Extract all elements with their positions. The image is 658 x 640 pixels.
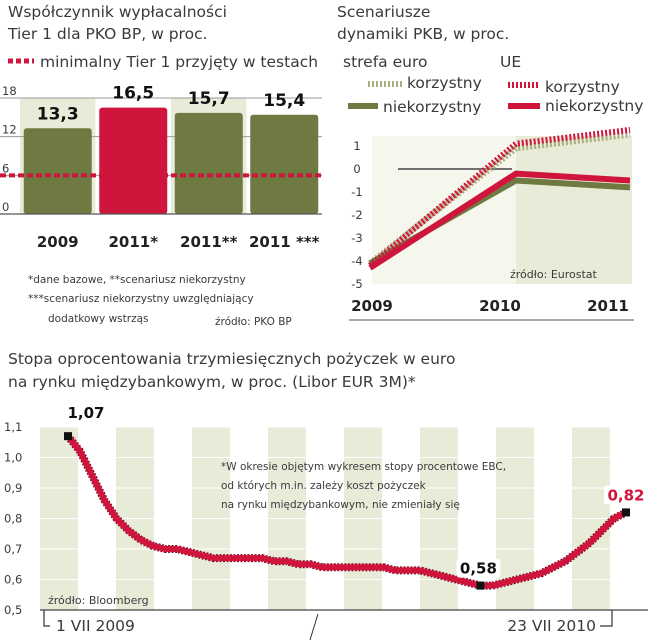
libor-source: źródło: Bloomberg — [48, 594, 149, 607]
gdp-ytick-label: -2 — [351, 208, 362, 222]
gdp-ytick-label: 0 — [353, 162, 360, 176]
libor-ytick-label: 0,5 — [4, 603, 22, 617]
libor-x-start-label: 1 VII 2009 — [56, 617, 135, 635]
libor-ytick-label: 1,0 — [4, 451, 22, 465]
tier1-category-label: 2011** — [180, 233, 238, 251]
tier1-ytick-label: 0 — [2, 200, 9, 214]
tier1-value-label: 15,7 — [188, 89, 230, 109]
legend-euro-favorable-label: korzystny — [407, 74, 482, 92]
tier1-bar — [174, 112, 243, 214]
gdp-series-line — [368, 131, 631, 266]
legend-euro-favorable-swatch — [366, 81, 402, 87]
tier1-plot: 0 6 12 18 13,3 2009 16,5 2011* 15,7 2011** 15,4 201… — [0, 84, 322, 251]
libor-label-bg — [64, 403, 108, 423]
tier1-title-line1: Współczynnik wypłacalności — [8, 3, 227, 21]
libor-ytick-label: 0,7 — [4, 542, 22, 556]
x-end-bracket — [600, 610, 613, 627]
libor-x-end-label: 23 VII 2010 — [507, 617, 596, 635]
tier1-footnote-1: *dane bazowe, **scenariusz niekorzystny — [28, 274, 246, 286]
libor-label-bg — [604, 485, 648, 505]
tier1-bar — [23, 128, 92, 214]
libor-title-line2: na rynku międzybankowym, w proc. (Libor … — [8, 373, 416, 391]
libor-value-label: 0,82 — [607, 486, 644, 504]
libor-note-line3: na rynku międzybankowym, nie zmieniały s… — [221, 499, 460, 511]
libor-ytick-label: 1,1 — [4, 420, 22, 434]
legend-euro-adverse-label: niekorzystny — [383, 98, 481, 116]
gdp-ytick-label: -3 — [351, 231, 362, 245]
tier1-bar — [99, 107, 168, 214]
tier1-value-label: 13,3 — [37, 104, 79, 124]
libor-ytick-label: 0,6 — [4, 573, 22, 587]
tier1-title-line2: Tier 1 dla PKO BP, w proc. — [7, 25, 208, 43]
libor-point-marker — [476, 581, 485, 590]
libor-series-line — [65, 434, 628, 589]
legend-group-euro: strefa euro — [343, 53, 427, 71]
gdp-ytick-label: -1 — [351, 185, 362, 199]
libor-plot: 1,1 1,0 0,9 0,8 0,7 0,6 0,5 1,07 0,58 0,82 *W okre… — [4, 403, 648, 640]
gdp-xtick-label: 2011 — [587, 297, 629, 315]
gdp-ytick-label: 1 — [353, 139, 360, 153]
gdp-series-line — [368, 170, 631, 271]
gdp-legend: strefa euro UE korzystny niekorzystny ko… — [343, 53, 643, 116]
tier1-category-label: 2011* — [108, 233, 158, 251]
tier1-footnote-2: ***scenariusz niekorzystny uwzględniając… — [28, 293, 254, 305]
libor-note-line1: *W okresie objętym wykresem stopy procen… — [221, 461, 506, 473]
tier1-ytick-label: 12 — [2, 123, 17, 137]
gdp-plot: 1 0 -1 -2 -3 -4 -5 2009 2010 2011 źródło: Eurostat — [349, 126, 634, 321]
tier1-bar — [250, 114, 319, 214]
gdp-xtick-label: 2010 — [479, 297, 521, 315]
legend-eu-favorable-swatch — [506, 82, 540, 88]
tier1-chart: Współczynnik wypłacalności Tier 1 dla PK… — [0, 3, 322, 328]
tier1-legend: minimalny Tier 1 przyjęty w testach — [8, 53, 318, 71]
tier1-ytick-label: 6 — [2, 161, 9, 175]
gdp-source: źródło: Eurostat — [510, 268, 598, 281]
gdp-band-right — [516, 136, 632, 284]
libor-point-marker — [622, 508, 630, 517]
libor-ytick-label: 0,9 — [4, 481, 22, 495]
threshold-legend-label: minimalny Tier 1 przyjęty w testach — [40, 53, 318, 71]
tier1-footnote-3: dodatkowy wstrząs — [48, 313, 148, 325]
libor-title-line1: Stopa oprocentowania trzymiesięcznych po… — [8, 350, 455, 368]
gdp-ytick-label: -4 — [351, 254, 362, 268]
tier1-value-label: 15,4 — [263, 91, 305, 111]
gdp-ytick-label: -5 — [351, 277, 362, 291]
libor-chart: Stopa oprocentowania trzymiesięcznych po… — [4, 350, 648, 640]
libor-point-marker — [64, 432, 72, 441]
libor-note-line2: od których m.in. zależy koszt pożyczek — [221, 480, 427, 492]
tier1-category-label: 2009 — [37, 233, 79, 251]
libor-ytick-label: 0,8 — [4, 512, 22, 526]
gdp-title-line1: Scenariusze — [337, 3, 430, 21]
gdp-title-line2: dynamiki PKB, w proc. — [337, 25, 509, 43]
libor-pointer-line — [309, 613, 319, 640]
legend-eu-favorable-label: korzystny — [545, 78, 620, 96]
tier1-value-label: 16,5 — [112, 84, 154, 104]
legend-eu-adverse-label: niekorzystny — [545, 97, 643, 115]
libor-value-label: 1,07 — [67, 404, 104, 422]
libor-value-label: 0,58 — [460, 560, 497, 578]
legend-group-eu: UE — [500, 53, 521, 71]
tier1-source: źródło: PKO BP — [215, 316, 292, 328]
tier1-ytick-label: 18 — [2, 84, 17, 98]
gdp-chart: Scenariusze dynamiki PKB, w proc. strefa… — [337, 3, 643, 321]
libor-label-bg — [456, 558, 501, 578]
x-start-bracket — [43, 610, 50, 627]
tier1-category-label: 2011 *** — [249, 233, 320, 251]
gdp-xtick-label: 2009 — [351, 297, 393, 315]
